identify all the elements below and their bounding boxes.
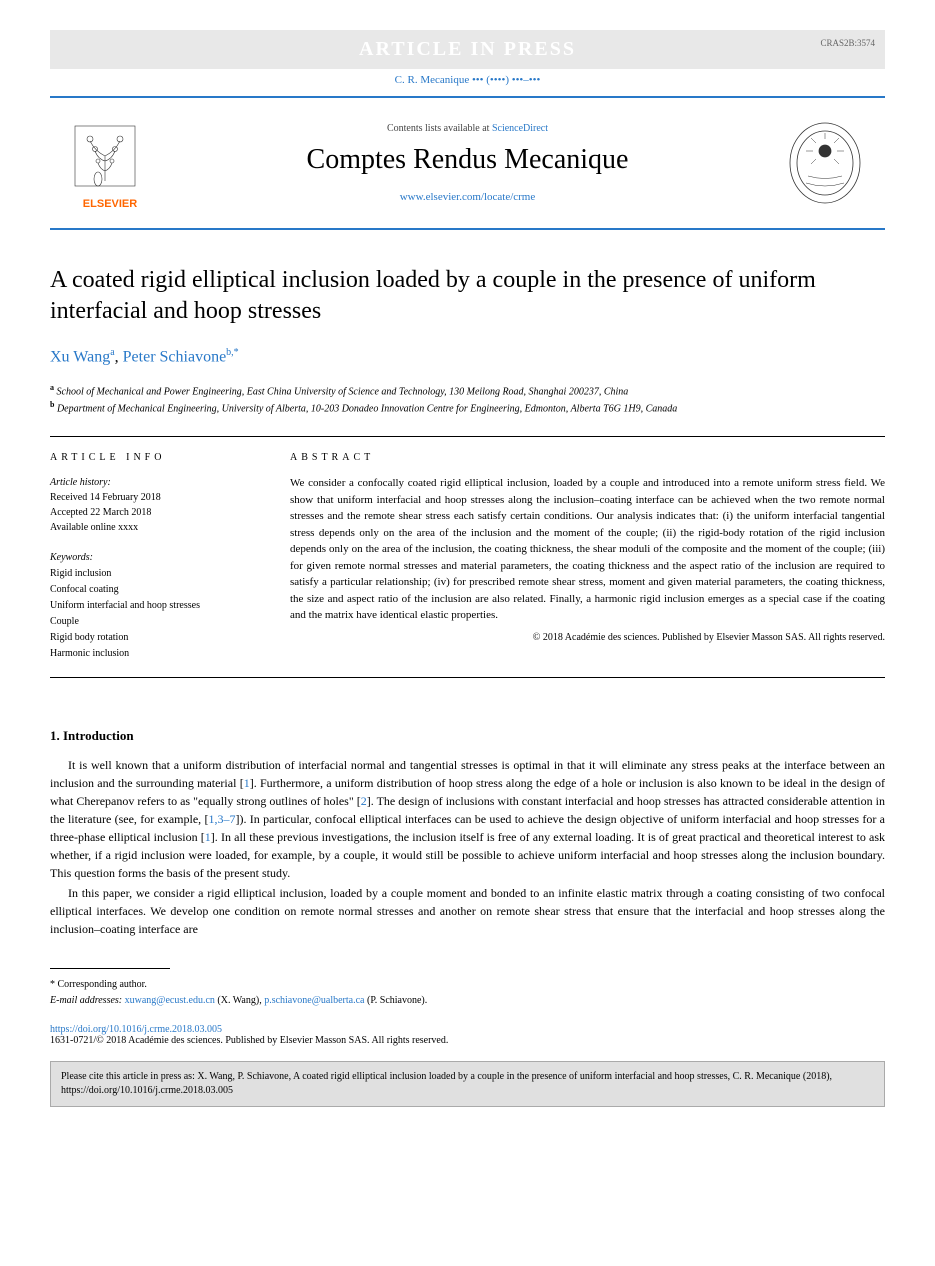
- article-info-column: ARTICLE INFO Article history: Received 1…: [50, 452, 260, 662]
- rule-info-top: [50, 436, 885, 437]
- academie-logo: [785, 118, 865, 208]
- abstract-column: ABSTRACT We consider a confocally coated…: [290, 452, 885, 662]
- received-date: Received 14 February 2018: [50, 490, 260, 505]
- journal-header: ELSEVIER Contents lists available at Sci…: [50, 106, 885, 220]
- rule-top: [50, 96, 885, 98]
- affiliation-a: a School of Mechanical and Power Enginee…: [50, 382, 885, 399]
- abstract-copyright: © 2018 Académie des sciences. Published …: [290, 632, 885, 643]
- keyword-item: Rigid inclusion: [50, 566, 260, 582]
- sciencedirect-link[interactable]: ScienceDirect: [492, 123, 548, 134]
- elsevier-tree-icon: [70, 116, 140, 196]
- keyword-item: Couple: [50, 614, 260, 630]
- email-link-2[interactable]: p.schiavone@ualberta.ca: [264, 995, 364, 1006]
- elsevier-logo: ELSEVIER: [70, 116, 150, 210]
- online-date: Available online xxxx: [50, 520, 260, 535]
- intro-para-2: In this paper, we consider a rigid ellip…: [50, 884, 885, 938]
- article-in-press-banner: ARTICLE IN PRESS CRAS2B:3574: [50, 30, 885, 69]
- contents-available-line: Contents lists available at ScienceDirec…: [150, 123, 785, 134]
- elsevier-label: ELSEVIER: [70, 198, 150, 210]
- doi-block: https://doi.org/10.1016/j.crme.2018.03.0…: [50, 1024, 885, 1046]
- journal-reference: C. R. Mecanique ••• (••••) •••–•••: [50, 74, 885, 86]
- article-info-label: ARTICLE INFO: [50, 452, 260, 463]
- rule-info-bottom: [50, 677, 885, 678]
- citation-box: Please cite this article in press as: X.…: [50, 1061, 885, 1107]
- corresponding-author: * Corresponding author.: [50, 977, 885, 993]
- author-2-aff: b,*: [226, 347, 239, 358]
- author-1[interactable]: Xu Wang: [50, 349, 110, 366]
- article-title: A coated rigid elliptical inclusion load…: [50, 265, 885, 327]
- header-center: Contents lists available at ScienceDirec…: [150, 123, 785, 204]
- article-history: Article history: Received 14 February 20…: [50, 475, 260, 535]
- footer-rule: [50, 968, 170, 969]
- author-2[interactable]: Peter Schiavone: [123, 349, 227, 366]
- author-1-aff: a: [110, 347, 114, 358]
- footer-block: * Corresponding author. E-mail addresses…: [50, 977, 885, 1009]
- email-line: E-mail addresses: xuwang@ecust.edu.cn (X…: [50, 993, 885, 1009]
- keywords-head: Keywords:: [50, 550, 260, 566]
- article-code: CRAS2B:3574: [820, 38, 875, 48]
- section-1-head: 1. Introduction: [50, 728, 885, 744]
- email-link-1[interactable]: xuwang@ecust.edu.cn: [125, 995, 215, 1006]
- abstract-label: ABSTRACT: [290, 452, 885, 463]
- abstract-text: We consider a confocally coated rigid el…: [290, 475, 885, 624]
- ref-link-137[interactable]: 1,3–7: [209, 812, 236, 826]
- keywords-block: Keywords: Rigid inclusion Confocal coati…: [50, 550, 260, 662]
- keyword-item: Harmonic inclusion: [50, 646, 260, 662]
- info-abstract-row: ARTICLE INFO Article history: Received 1…: [50, 452, 885, 662]
- accepted-date: Accepted 22 March 2018: [50, 505, 260, 520]
- history-head: Article history:: [50, 475, 260, 490]
- body-content: 1. Introduction It is well known that a …: [50, 728, 885, 938]
- rule-bottom: [50, 228, 885, 230]
- authors-line: Xu Wanga, Peter Schiavoneb,*: [50, 347, 885, 366]
- issn-copyright: 1631-0721/© 2018 Académie des sciences. …: [50, 1035, 885, 1046]
- banner-text: ARTICLE IN PRESS: [359, 38, 576, 60]
- page-container: ARTICLE IN PRESS CRAS2B:3574 C. R. Mecan…: [0, 0, 935, 1137]
- intro-para-1: It is well known that a uniform distribu…: [50, 756, 885, 882]
- journal-name: Comptes Rendus Mecanique: [150, 144, 785, 176]
- affiliations: a School of Mechanical and Power Enginee…: [50, 382, 885, 417]
- keyword-item: Rigid body rotation: [50, 630, 260, 646]
- doi-link[interactable]: https://doi.org/10.1016/j.crme.2018.03.0…: [50, 1024, 222, 1035]
- affiliation-b: b Department of Mechanical Engineering, …: [50, 399, 885, 416]
- keyword-item: Confocal coating: [50, 582, 260, 598]
- keyword-item: Uniform interfacial and hoop stresses: [50, 598, 260, 614]
- journal-url-link[interactable]: www.elsevier.com/locate/crme: [400, 191, 536, 203]
